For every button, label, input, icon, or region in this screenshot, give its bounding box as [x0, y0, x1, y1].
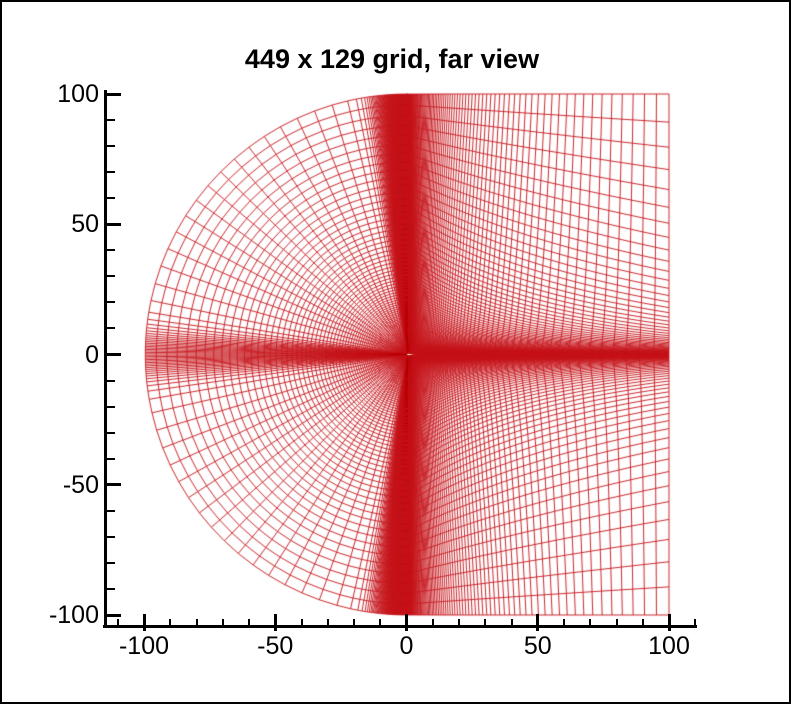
x-minor-tick [116, 619, 119, 625]
x-major-tick [273, 614, 277, 631]
x-tick-label: -50 [257, 632, 294, 660]
y-minor-tick [107, 457, 115, 460]
x-minor-tick [248, 619, 250, 625]
x-minor-tick [221, 619, 224, 625]
y-minor-tick [107, 379, 115, 382]
y-minor-tick [107, 535, 115, 538]
x-minor-tick [615, 619, 618, 625]
x-tick-label: 50 [523, 632, 552, 660]
y-tick-label: -50 [62, 470, 99, 499]
y-tick-label: 100 [57, 80, 99, 108]
y-minor-tick [107, 145, 115, 148]
x-minor-tick [195, 619, 198, 625]
x-tick-label: -100 [118, 632, 170, 660]
y-minor-tick [107, 119, 115, 122]
y-axis-line [104, 90, 107, 628]
y-major-tick [107, 92, 121, 96]
x-minor-tick [589, 619, 592, 625]
plot-title: 449 x 129 grid, far view [244, 44, 540, 74]
y-minor-tick [107, 561, 115, 564]
y-minor-tick [107, 405, 115, 408]
y-minor-tick [107, 171, 115, 174]
x-major-tick [536, 614, 540, 631]
x-minor-tick [484, 619, 487, 625]
y-major-tick [107, 613, 121, 617]
x-tick-label: 100 [648, 632, 690, 660]
y-major-tick [107, 353, 121, 356]
y-major-tick [107, 483, 121, 487]
x-major-tick [405, 614, 408, 631]
x-axis-line [103, 625, 697, 628]
x-major-tick [142, 614, 146, 631]
x-minor-tick [510, 619, 513, 625]
y-minor-tick [107, 249, 115, 252]
x-minor-tick [353, 619, 355, 625]
x-minor-tick [326, 619, 329, 625]
x-minor-tick [169, 619, 172, 625]
x-minor-tick [300, 619, 303, 625]
y-minor-tick [107, 587, 115, 590]
y-minor-tick [107, 327, 115, 330]
y-minor-tick [107, 275, 115, 278]
x-minor-tick [641, 619, 644, 625]
y-minor-tick [107, 509, 115, 512]
y-tick-label: -100 [48, 601, 99, 629]
x-minor-tick [694, 619, 697, 625]
y-minor-tick [107, 431, 115, 434]
y-tick-label: 0 [85, 340, 99, 369]
y-minor-tick [107, 301, 115, 304]
y-tick-label: 50 [71, 210, 99, 239]
x-tick-label: 0 [399, 632, 414, 660]
x-minor-tick [379, 619, 382, 625]
x-minor-tick [563, 619, 565, 625]
y-minor-tick [107, 197, 115, 200]
x-minor-tick [431, 619, 434, 625]
x-minor-tick [458, 619, 460, 625]
x-major-tick [667, 614, 671, 631]
y-major-tick [107, 222, 121, 226]
